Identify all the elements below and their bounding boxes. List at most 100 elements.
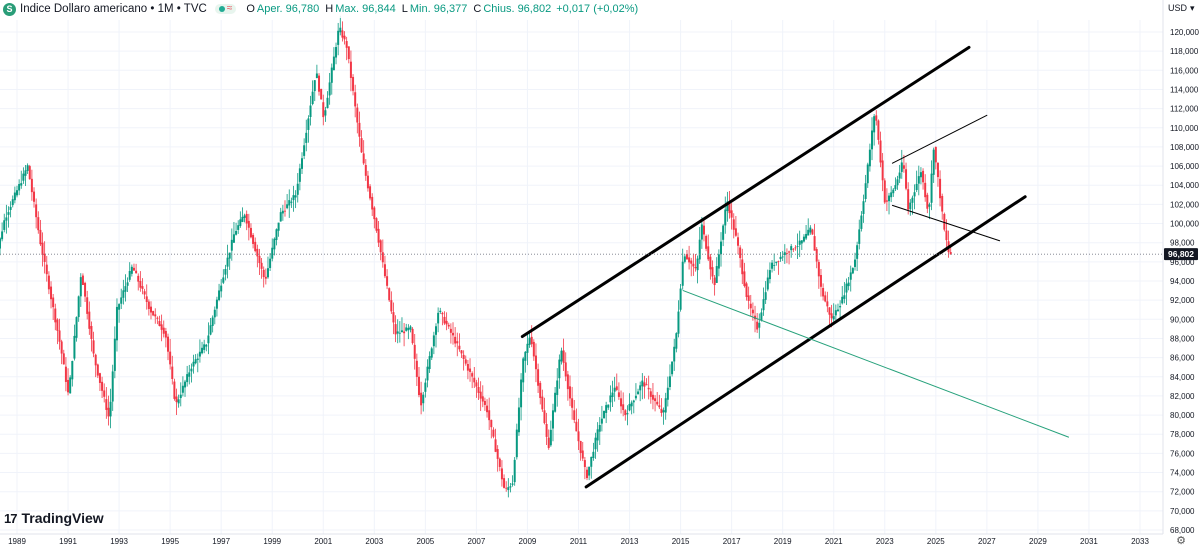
candle-body xyxy=(890,192,893,198)
y-tick-label: 86,000 xyxy=(1170,354,1195,363)
candle-body xyxy=(822,287,825,297)
candle-body xyxy=(517,407,520,433)
trendline-upper-channel[interactable] xyxy=(520,45,971,339)
candle-body xyxy=(371,196,374,210)
candle-body xyxy=(262,269,265,278)
candle-body xyxy=(301,158,304,169)
candle-body xyxy=(224,269,227,275)
candle-body xyxy=(96,364,99,376)
candle-body xyxy=(164,331,167,338)
candle-body xyxy=(683,256,686,262)
candle-body xyxy=(162,327,165,334)
market-status[interactable]: ≈ xyxy=(214,4,237,14)
candle-body xyxy=(817,262,820,277)
candle-body xyxy=(560,350,563,362)
tradingview-logo[interactable]: 17 TradingView xyxy=(4,510,104,526)
candle-body xyxy=(926,194,929,209)
candle-body xyxy=(824,295,827,302)
symbol-icon[interactable]: S xyxy=(3,2,16,16)
trendline-lower-channel[interactable] xyxy=(584,195,1027,489)
candle-body xyxy=(919,172,922,178)
candle-body xyxy=(934,146,937,163)
high-label: H xyxy=(325,3,334,15)
x-tick-label: 2005 xyxy=(416,537,434,546)
candle-body xyxy=(347,46,350,60)
candle-body xyxy=(879,140,882,163)
candle-body xyxy=(156,317,159,319)
candle-body xyxy=(864,183,867,199)
candle-body xyxy=(871,130,874,150)
candle-body xyxy=(86,297,89,314)
symbol-title[interactable]: Indice Dollaro americano • 1M • TVC xyxy=(20,3,207,15)
candle-body xyxy=(664,398,667,413)
candle-body xyxy=(581,450,584,459)
x-tick-label: 1995 xyxy=(161,537,179,546)
candle-body xyxy=(356,107,359,123)
candle-body xyxy=(205,344,208,347)
candle-body xyxy=(696,258,699,271)
candle-body xyxy=(532,341,535,357)
candle-body xyxy=(305,132,308,143)
time-axis[interactable]: 1989 1991 1993 1995 1997 1999 2001 2003 2005 2007… xyxy=(8,537,1149,546)
trendline-wedge-upper[interactable] xyxy=(891,114,988,164)
open-value: Aper. 96,780 xyxy=(256,3,320,15)
candle-body xyxy=(160,324,163,330)
candle-body xyxy=(841,296,844,304)
candle-body xyxy=(717,254,720,269)
candle-body xyxy=(649,391,652,397)
candle-body xyxy=(469,368,472,372)
candle-body xyxy=(154,314,157,317)
currency-selector[interactable]: USD ▾ xyxy=(1164,0,1200,16)
candle-body xyxy=(190,368,193,372)
settings-icon[interactable]: ⚙ xyxy=(1176,535,1186,547)
candle-body xyxy=(7,212,10,215)
candle-body xyxy=(658,405,661,408)
candle-body xyxy=(337,30,340,45)
candle-body xyxy=(728,201,731,214)
candle-body xyxy=(235,231,238,235)
open-label: O xyxy=(246,3,255,15)
candle-body xyxy=(194,359,197,364)
candle-body xyxy=(22,173,25,181)
candle-body xyxy=(811,229,814,235)
candle-body xyxy=(362,153,365,164)
candle-body xyxy=(79,277,82,297)
candle-body xyxy=(530,336,533,345)
candle-body xyxy=(432,335,435,347)
candle-body xyxy=(894,185,897,190)
candle-body xyxy=(266,268,269,278)
candle-body xyxy=(698,239,701,260)
candle-body xyxy=(760,312,763,321)
trendline-green-line[interactable] xyxy=(682,290,1070,438)
candle-body xyxy=(179,394,182,399)
candle-body xyxy=(366,175,369,189)
candle-body xyxy=(907,189,910,210)
candle-body xyxy=(352,76,355,91)
candle-body xyxy=(847,282,850,287)
low-label: L xyxy=(401,3,408,15)
trendline-wedge-lower[interactable] xyxy=(891,204,1001,242)
candle-body xyxy=(415,360,418,377)
y-tick-label: 68,000 xyxy=(1170,526,1195,535)
candle-body xyxy=(26,165,29,171)
candle-body xyxy=(471,373,474,377)
candle-body xyxy=(607,404,610,408)
candle-body xyxy=(341,30,344,38)
candle-body xyxy=(186,374,189,383)
x-tick-label: 2013 xyxy=(621,537,639,546)
candle-body xyxy=(777,261,780,262)
candle-body xyxy=(826,301,829,307)
candle-body xyxy=(462,354,465,359)
candle-body xyxy=(685,254,688,260)
x-tick-label: 2021 xyxy=(825,537,843,546)
candle-body xyxy=(188,372,191,377)
candle-body xyxy=(198,351,201,357)
candle-body xyxy=(396,331,399,334)
last-price-label: 96,802 xyxy=(1164,248,1198,261)
candle-body xyxy=(524,351,527,361)
price-axis[interactable]: 68,000 70,000 72,000 74,000 76,000 78,000 80,0… xyxy=(1170,28,1199,535)
candle-body xyxy=(441,312,444,315)
candle-body xyxy=(941,196,944,212)
candle-body xyxy=(449,328,452,333)
